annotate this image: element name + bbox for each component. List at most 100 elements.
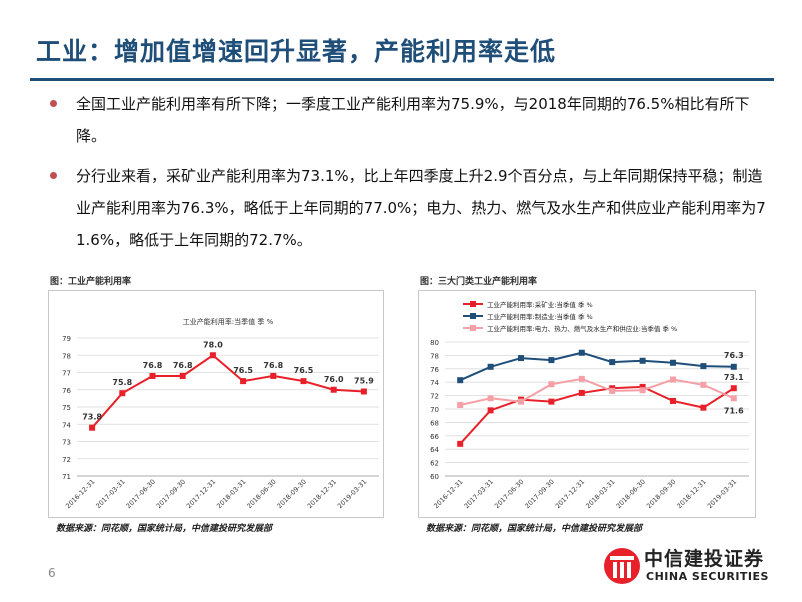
series-0-point: [578, 389, 585, 396]
series-1-point: [578, 349, 585, 356]
data-label: 75.8: [112, 378, 132, 387]
y-tick-label: 66: [430, 433, 439, 441]
y-tick-label: 60: [430, 473, 439, 481]
y-tick-label: 74: [62, 421, 71, 429]
series-0-point: [487, 407, 494, 414]
series-0-point: [730, 385, 737, 392]
end-label-2: 71.6: [724, 406, 744, 415]
series-2-point: [548, 381, 555, 388]
x-tick-label: 2018-09-30: [645, 478, 677, 510]
page-number: 6: [48, 566, 56, 580]
series-0-point: [149, 372, 156, 379]
x-tick-label: 2017-12-31: [554, 478, 586, 510]
series-0-point: [639, 383, 646, 390]
series-line-0: [91, 353, 364, 429]
series-1-point: [487, 363, 494, 370]
x-tick-label: 2018-12-31: [306, 478, 338, 510]
series-2-point: [578, 375, 585, 382]
series-0-point: [179, 372, 186, 379]
x-tick-label: 2017-03-31: [94, 478, 126, 510]
y-tick-label: 76: [430, 366, 439, 374]
series-0-point: [457, 440, 464, 447]
series-line-1: [459, 351, 734, 382]
series-0-point: [300, 378, 307, 385]
y-tick-label: 79: [62, 335, 71, 343]
title-divider: [30, 78, 774, 81]
series-1-point: [518, 355, 524, 362]
legend-marker-1: [470, 313, 476, 319]
y-tick-label: 78: [62, 352, 71, 360]
data-label: 76.8: [143, 361, 163, 370]
x-tick-label: 2019-03-31: [706, 478, 738, 510]
series-0-point: [330, 386, 337, 393]
y-tick-label: 72: [62, 456, 71, 464]
series-1-point: [639, 357, 646, 364]
x-tick-label: 2017-12-31: [185, 478, 217, 510]
data-label: 73.8: [82, 413, 102, 422]
x-tick-label: 2019-03-31: [336, 478, 368, 510]
company-logo: 中信建投证券 CHINA SECURITIES: [600, 542, 790, 590]
legend-entry-1: 工业产能利用率:制造业:当季值 季 %: [487, 312, 593, 321]
data-label: 76.5: [294, 366, 314, 375]
y-tick-label: 71: [62, 473, 71, 481]
x-tick-label: 2018-12-31: [675, 478, 707, 510]
bullet-dot-1: [50, 100, 57, 107]
y-tick-label: 80: [430, 339, 439, 347]
data-label: 75.9: [354, 376, 374, 385]
legend-marker-2: [470, 325, 476, 331]
x-tick-label: 2017-09-30: [155, 478, 187, 510]
x-tick-label: 2017-09-30: [523, 478, 555, 510]
y-tick-label: 68: [430, 419, 439, 427]
bullet-text-2: 分行业来看，采矿业产能利用率为73.1%，比上年四季度上升2.9个百分点，与上年…: [76, 167, 766, 249]
chart-title: 工业产能利用率:当季值 季 %: [183, 317, 274, 326]
series-0-point: [670, 397, 676, 404]
series-2-point: [487, 395, 494, 402]
x-tick-label: 2018-06-30: [245, 478, 277, 510]
series-2-point: [670, 376, 676, 383]
chart1-source: 数据来源：同花顺，国家统计局，中信建投研究发展部: [56, 524, 273, 534]
series-1-point: [700, 363, 707, 370]
series-0-point: [119, 390, 126, 397]
x-tick-label: 2018-03-31: [215, 478, 247, 510]
x-tick-label: 2017-03-31: [463, 478, 495, 510]
x-tick-label: 2018-09-30: [276, 478, 308, 510]
series-line-0: [459, 385, 735, 445]
chart1-plot: 工业产能利用率:当季值 季 % 71 72 73 74 75 76 77 78 79 2016-12…: [62, 317, 379, 510]
series-0-point: [240, 378, 247, 385]
chart2-caption: 图：三大门类工业产能利用率: [420, 277, 538, 287]
chart2-plot: 60 62 64 66 68 70 72 74 76 78 80 2016-12-312017-03-…: [430, 300, 749, 510]
y-tick-label: 73: [62, 439, 71, 447]
chart2-source: 数据来源：同花顺，国家统计局，中信建投研究发展部: [426, 524, 643, 534]
series-2-point: [700, 381, 707, 388]
y-tick-label: 70: [430, 406, 439, 414]
x-tick-label: 2017-06-30: [125, 478, 157, 510]
y-tick-label: 78: [430, 352, 439, 360]
series-0-point: [548, 398, 555, 405]
end-label-1: 76.3: [724, 351, 744, 360]
x-tick-label: 2016-12-31: [64, 478, 96, 510]
x-tick-label: 2016-12-31: [432, 478, 464, 510]
series-1-point: [670, 359, 676, 366]
y-tick-label: 77: [62, 370, 71, 378]
y-tick-label: 64: [430, 446, 439, 454]
bullet-text-1: 全国工业产能利用率有所下降；一季度工业产能利用率为75.9%，与2018年同期的…: [76, 95, 750, 145]
legend-entry-0: 工业产能利用率:采矿业:当季值 季 %: [487, 300, 593, 309]
chart1-caption: 图：工业产能利用率: [50, 277, 132, 287]
legend-marker-0: [470, 301, 476, 307]
series-0-point: [270, 372, 277, 379]
series-line-2: [459, 377, 735, 406]
series-1-point: [730, 363, 737, 370]
legend-entry-2: 工业产能利用率:电力、热力、燃气及水生产和供应业:当季值 季 %: [487, 324, 677, 333]
x-tick-label: 2017-06-30: [493, 478, 525, 510]
x-tick-label: 2018-03-31: [584, 478, 616, 510]
series-2-point: [457, 401, 464, 408]
slide-title: 工业：增加值增速回升显著，产能利用率走低: [36, 37, 557, 66]
series-1-point: [548, 357, 555, 364]
chart2-frame: 60 62 64 66 68 70 72 74 76 78 80 2016-12-31 2017-03-…: [418, 290, 756, 518]
series-0-point: [700, 404, 707, 411]
y-tick-label: 76: [62, 387, 71, 395]
y-tick-label: 72: [430, 393, 439, 401]
x-tick-label: 2018-06-30: [615, 478, 647, 510]
y-tick-label: 75: [62, 404, 71, 412]
data-label: 76.8: [263, 361, 283, 370]
